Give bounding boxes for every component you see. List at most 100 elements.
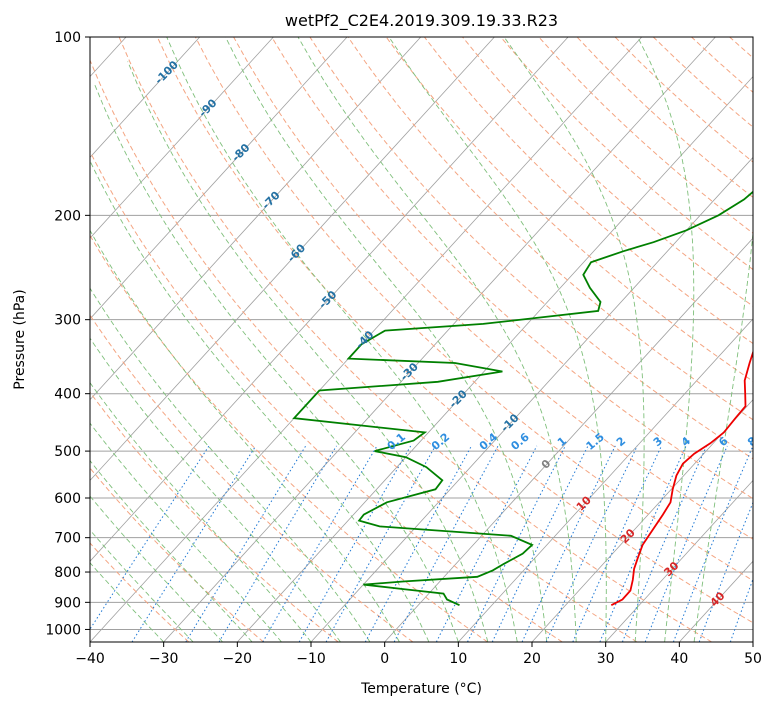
isotherm-line [90,37,348,320]
y-tick-label: 300 [54,313,81,329]
x-tick-label: −20 [223,651,253,667]
chart-title: wetPf2_C2E4.2019.309.19.33.R23 [285,11,558,31]
moist-adiabat-lines [90,37,753,642]
isotherm-line [237,75,753,642]
mixing-ratio-line [621,445,708,642]
moist-adiabat-line [127,61,489,642]
y-axis-label: Pressure (hPa) [12,289,28,389]
mixing-ratio-label: 8 [745,434,759,449]
x-axis-ticks: −40 −30 −20 −10 0 10 20 30 40 50 [75,642,762,667]
plot-frame [89,36,754,643]
mixing-ratio-line [672,445,753,642]
x-axis-label: Temperature (°C) [360,681,482,697]
dry-adiabat-line [652,37,753,128]
moist-adiabat-line [90,337,341,642]
moist-adiabat-line [90,229,400,642]
mixing-ratio-line [521,445,616,642]
mixing-ratio-label: 4 [679,434,693,449]
mixing-ratio-label: 1 [555,434,569,449]
x-tick-label: −10 [296,651,326,667]
dry-adiabat-line [118,37,712,642]
mixing-ratio-line [729,577,753,642]
mixing-ratio-label: 3 [651,434,665,449]
y-tick-label: 900 [54,595,81,611]
x-tick-label: 50 [744,651,762,667]
x-tick-label: 0 [380,651,389,667]
moist-adiabat-line [90,529,194,642]
isotherm-line [90,37,569,562]
isotherm-line [90,37,274,239]
y-tick-label: 100 [54,30,81,46]
y-tick-label: 400 [54,387,81,403]
isotherm-line [458,318,753,642]
isotherm-line [605,479,753,642]
moist-adiabat-line [637,37,695,642]
moist-adiabat-line [388,37,607,642]
dry-adiabat-line [729,37,753,59]
dry-adiabat-line [271,37,753,500]
mixing-ratio-line [364,445,472,642]
profile-series [292,190,753,607]
dry-adiabat-line [309,37,753,460]
y-tick-label: 200 [54,208,81,224]
dewpoint-profile-line [292,190,753,607]
dry-adiabat-line [194,37,753,582]
dry-adiabat-line [385,37,753,382]
x-tick-label: 30 [597,651,615,667]
moist-adiabat-line [93,83,459,642]
dry-adiabat-lines [90,37,775,642]
isotherm-line [752,641,753,642]
dry-adiabat-line [614,37,753,163]
mixing-ratio-line [599,445,687,642]
mixing-ratio-line [325,445,436,642]
y-tick-label: 500 [54,444,81,460]
x-tick-label: −40 [75,651,105,667]
moist-adiabat-line [90,422,282,642]
x-tick-label: −30 [149,651,179,667]
moist-adiabat-line [225,37,548,642]
dry-adiabat-line [90,467,264,642]
moist-adiabat-line [90,459,253,642]
x-tick-label: 20 [523,651,541,667]
moist-adiabat-line [693,229,753,642]
line-labels: -100-90-80-70-60-50-40-30-20-10010203040… [152,58,775,609]
isotherm-line [90,37,422,401]
plot-area: -100-90-80-70-60-50-40-30-20-10010203040… [90,37,775,642]
y-tick-label: 700 [54,531,81,547]
mixing-ratio-line [572,445,662,642]
isotherm-line [531,399,753,642]
mixing-ratio-line [218,445,337,642]
mixing-ratio-lines [90,445,753,642]
mixing-ratio-line [90,445,210,631]
temperature-profile-line [610,349,753,607]
isotherm-line [163,37,716,642]
y-tick-label: 600 [54,491,81,507]
x-tick-label: 10 [449,651,467,667]
dry-adiabat-line [90,314,414,642]
mixing-ratio-label: 6 [716,434,730,449]
y-tick-label: 800 [54,565,81,581]
mixing-ratio-line [491,445,589,642]
mixing-ratio-label: 0.6 [508,430,532,453]
moist-adiabat-line [90,381,312,642]
moist-adiabat-line [297,37,577,642]
dry-adiabat-line [90,150,563,642]
mixing-ratio-line [262,445,378,642]
dry-adiabat-line [424,37,753,345]
mixing-ratio-line [131,445,257,642]
mixing-ratio-label: 1.5 [584,430,607,452]
isotherm-line [384,237,753,642]
dry-adiabat-line [90,391,339,642]
y-tick-label: 1000 [45,622,81,638]
isotherm-line [90,37,201,158]
mixing-ratio-label: 10 [764,432,775,452]
mixing-ratio-label: 0.2 [429,430,452,452]
y-axis-ticks: 100 200 300 400 500 600 700 800 900 1000 [45,30,90,638]
dry-adiabat-line [768,37,775,642]
isotherm-line [90,37,643,642]
isotherm-lines [90,37,753,642]
x-tick-label: 40 [670,651,688,667]
mixing-ratio-line [698,501,753,642]
dry-adiabat-line [576,37,753,199]
